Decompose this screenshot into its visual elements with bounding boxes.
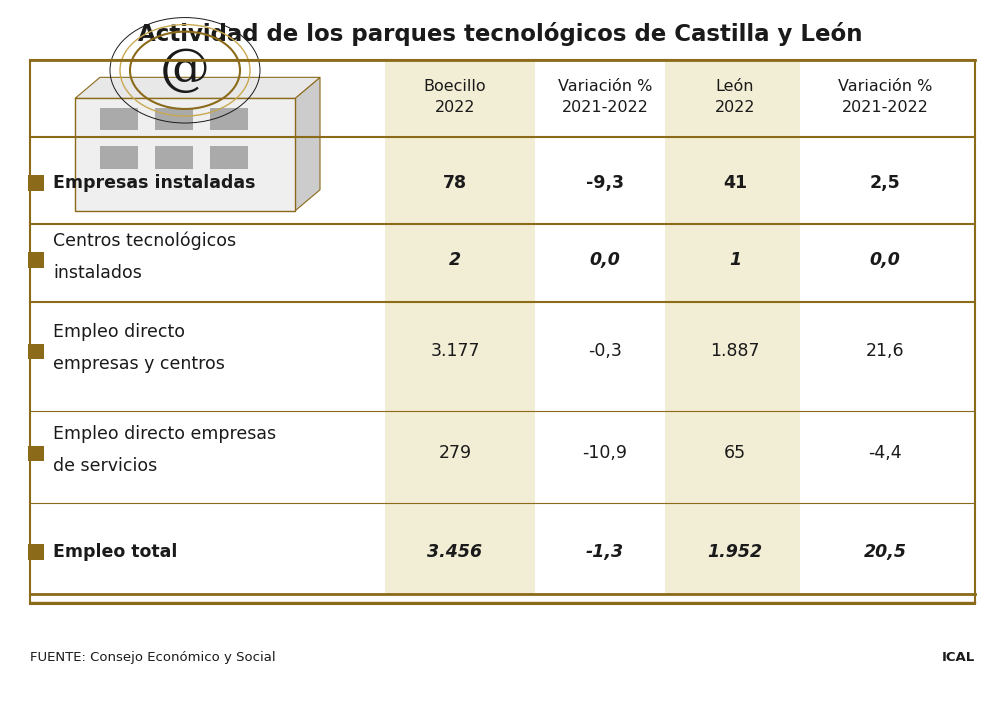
Bar — [28, 252, 44, 268]
Text: Variación %
2021-2022: Variación % 2021-2022 — [838, 79, 932, 115]
Polygon shape — [75, 77, 320, 98]
Text: Boecillo
2022: Boecillo 2022 — [424, 79, 486, 115]
Text: 41: 41 — [723, 174, 747, 192]
Bar — [210, 146, 248, 169]
Text: Empresas instaladas: Empresas instaladas — [53, 174, 256, 192]
Text: 0,0: 0,0 — [590, 251, 620, 269]
Text: León
2022: León 2022 — [715, 79, 755, 115]
Bar — [385, 60, 535, 594]
Text: Empleo total: Empleo total — [53, 543, 177, 561]
Text: -10,9: -10,9 — [582, 444, 628, 463]
Text: 1.952: 1.952 — [707, 543, 763, 561]
Polygon shape — [295, 77, 320, 211]
Bar — [75, 98, 295, 211]
Bar — [210, 108, 248, 130]
Text: instalados: instalados — [53, 264, 142, 282]
Text: 78: 78 — [443, 174, 467, 192]
Bar — [100, 108, 138, 130]
Text: @: @ — [160, 46, 210, 95]
Text: -4,4: -4,4 — [868, 444, 902, 463]
Text: 0,0: 0,0 — [870, 251, 900, 269]
Text: 279: 279 — [438, 444, 472, 463]
Text: -0,3: -0,3 — [588, 342, 622, 361]
Text: 1.887: 1.887 — [710, 342, 760, 361]
Bar — [665, 60, 800, 594]
Text: 1: 1 — [729, 251, 741, 269]
Text: 20,5: 20,5 — [864, 543, 906, 561]
Bar — [28, 344, 44, 359]
Text: 2,5: 2,5 — [870, 174, 900, 192]
Text: de servicios: de servicios — [53, 457, 157, 475]
Bar — [28, 544, 44, 560]
Text: Centros tecnológicos: Centros tecnológicos — [53, 231, 236, 250]
Text: Empleo directo: Empleo directo — [53, 323, 185, 341]
Text: empresas y centros: empresas y centros — [53, 355, 225, 373]
Bar — [100, 146, 138, 169]
Bar — [155, 108, 193, 130]
Bar — [30, 60, 975, 604]
Text: FUENTE: Consejo Económico y Social: FUENTE: Consejo Económico y Social — [30, 651, 276, 664]
Bar — [28, 446, 44, 461]
Text: 21,6: 21,6 — [866, 342, 904, 361]
Text: 3.177: 3.177 — [430, 342, 480, 361]
Bar — [28, 175, 44, 191]
Bar — [155, 146, 193, 169]
Text: ICAL: ICAL — [942, 651, 975, 664]
Text: -1,3: -1,3 — [586, 543, 624, 561]
Text: 2: 2 — [449, 251, 461, 269]
Text: 3.456: 3.456 — [427, 543, 483, 561]
Text: 65: 65 — [724, 444, 746, 463]
Text: Actividad de los parques tecnológicos de Castilla y León: Actividad de los parques tecnológicos de… — [138, 22, 862, 46]
Text: Variación %
2021-2022: Variación % 2021-2022 — [558, 79, 652, 115]
Text: Empleo directo empresas: Empleo directo empresas — [53, 425, 276, 443]
Text: -9,3: -9,3 — [586, 174, 624, 192]
